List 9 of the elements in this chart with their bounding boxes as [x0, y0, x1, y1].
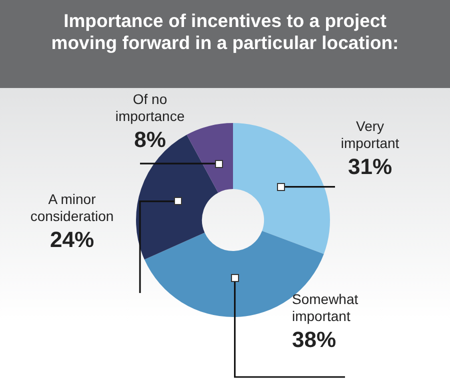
data-label: 31%	[348, 154, 392, 180]
slice-label: A minor consideration	[30, 190, 114, 224]
slice-label: Very important	[340, 118, 400, 151]
chart-title: Importance of incentives to a project moving forward in a particular location:	[0, 0, 450, 88]
slice-label: Of no importance	[115, 90, 185, 124]
data-label: 8%	[134, 127, 166, 152]
slice-label: Somewhat important	[292, 290, 358, 324]
data-label: 24%	[50, 227, 94, 252]
data-label: 38%	[292, 327, 336, 352]
